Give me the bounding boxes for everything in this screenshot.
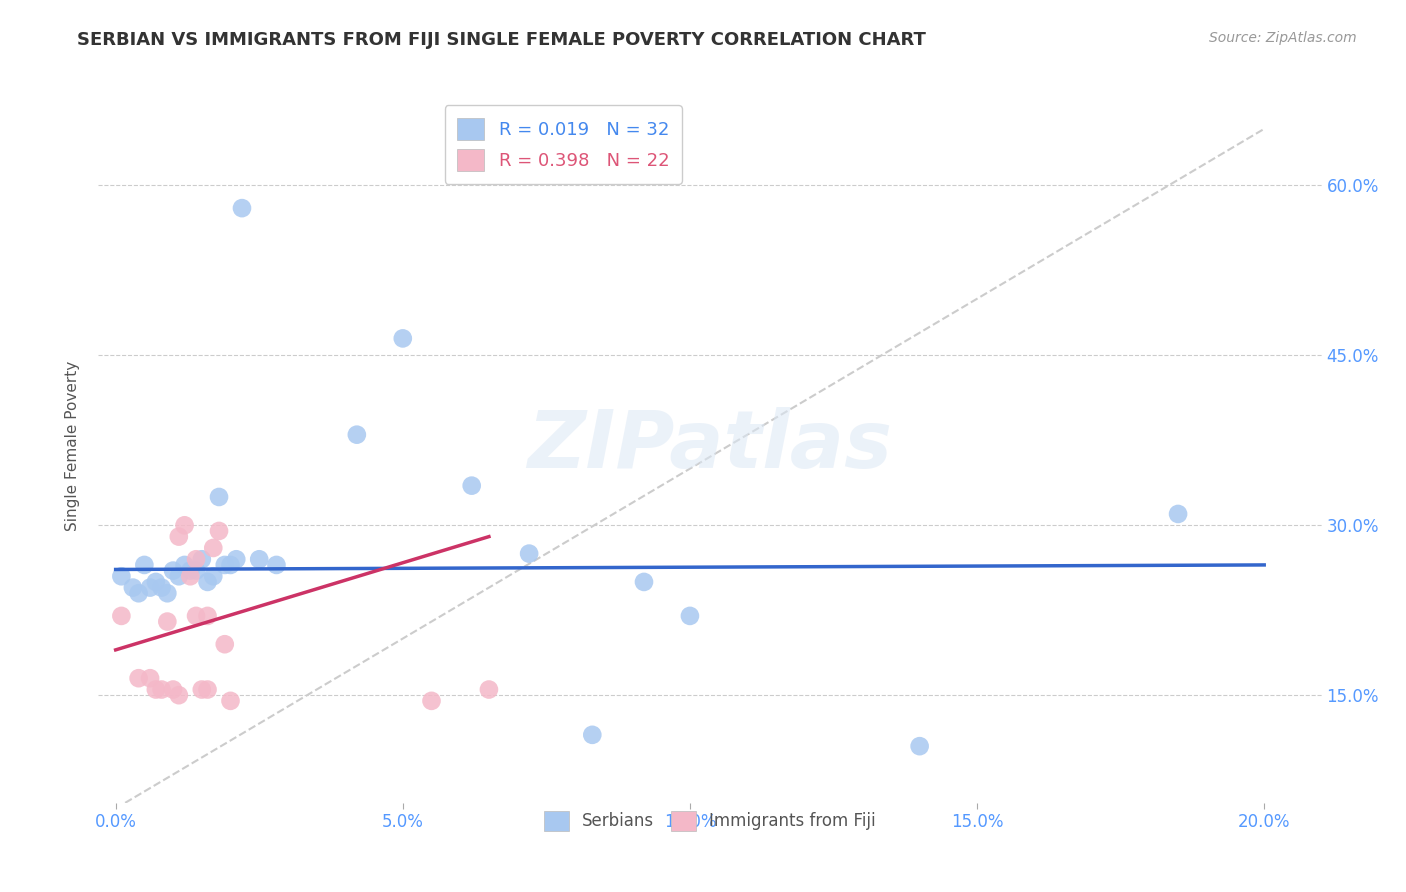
- Point: [197, 608, 219, 623]
- Point: [191, 682, 214, 697]
- Point: [908, 739, 931, 754]
- Point: [191, 552, 214, 566]
- Point: [162, 564, 184, 578]
- Point: [214, 637, 236, 651]
- Point: [145, 682, 167, 697]
- Point: [208, 490, 231, 504]
- Point: [134, 558, 156, 572]
- Point: [139, 581, 162, 595]
- Point: [346, 427, 368, 442]
- Point: [167, 530, 190, 544]
- Legend: Serbians, Immigrants from Fiji: Serbians, Immigrants from Fiji: [530, 797, 890, 845]
- Point: [156, 586, 179, 600]
- Point: [478, 682, 501, 697]
- Point: [391, 331, 413, 345]
- Point: [179, 564, 201, 578]
- Point: [156, 615, 179, 629]
- Point: [197, 574, 219, 589]
- Point: [128, 586, 150, 600]
- Point: [122, 581, 145, 595]
- Point: [167, 569, 190, 583]
- Point: [173, 518, 195, 533]
- Point: [162, 682, 184, 697]
- Point: [219, 558, 242, 572]
- Point: [1167, 507, 1189, 521]
- Point: [139, 671, 162, 685]
- Point: [214, 558, 236, 572]
- Point: [460, 478, 482, 492]
- Point: [225, 552, 247, 566]
- Point: [633, 574, 655, 589]
- Point: [173, 558, 195, 572]
- Point: [110, 608, 132, 623]
- Point: [167, 688, 190, 702]
- Point: [150, 581, 173, 595]
- Point: [420, 694, 443, 708]
- Text: ZIPatlas: ZIPatlas: [527, 407, 893, 485]
- Point: [266, 558, 288, 572]
- Point: [679, 608, 702, 623]
- Text: SERBIAN VS IMMIGRANTS FROM FIJI SINGLE FEMALE POVERTY CORRELATION CHART: SERBIAN VS IMMIGRANTS FROM FIJI SINGLE F…: [77, 31, 927, 49]
- Point: [517, 547, 540, 561]
- Point: [202, 541, 225, 555]
- Point: [581, 728, 603, 742]
- Point: [219, 694, 242, 708]
- Point: [145, 574, 167, 589]
- Text: Source: ZipAtlas.com: Source: ZipAtlas.com: [1209, 31, 1357, 45]
- Point: [231, 201, 253, 215]
- Point: [202, 569, 225, 583]
- Point: [110, 569, 132, 583]
- Point: [208, 524, 231, 538]
- Y-axis label: Single Female Poverty: Single Female Poverty: [65, 361, 80, 531]
- Point: [150, 682, 173, 697]
- Point: [184, 564, 207, 578]
- Point: [247, 552, 270, 566]
- Point: [179, 569, 201, 583]
- Point: [184, 552, 207, 566]
- Point: [128, 671, 150, 685]
- Point: [184, 608, 207, 623]
- Point: [197, 682, 219, 697]
